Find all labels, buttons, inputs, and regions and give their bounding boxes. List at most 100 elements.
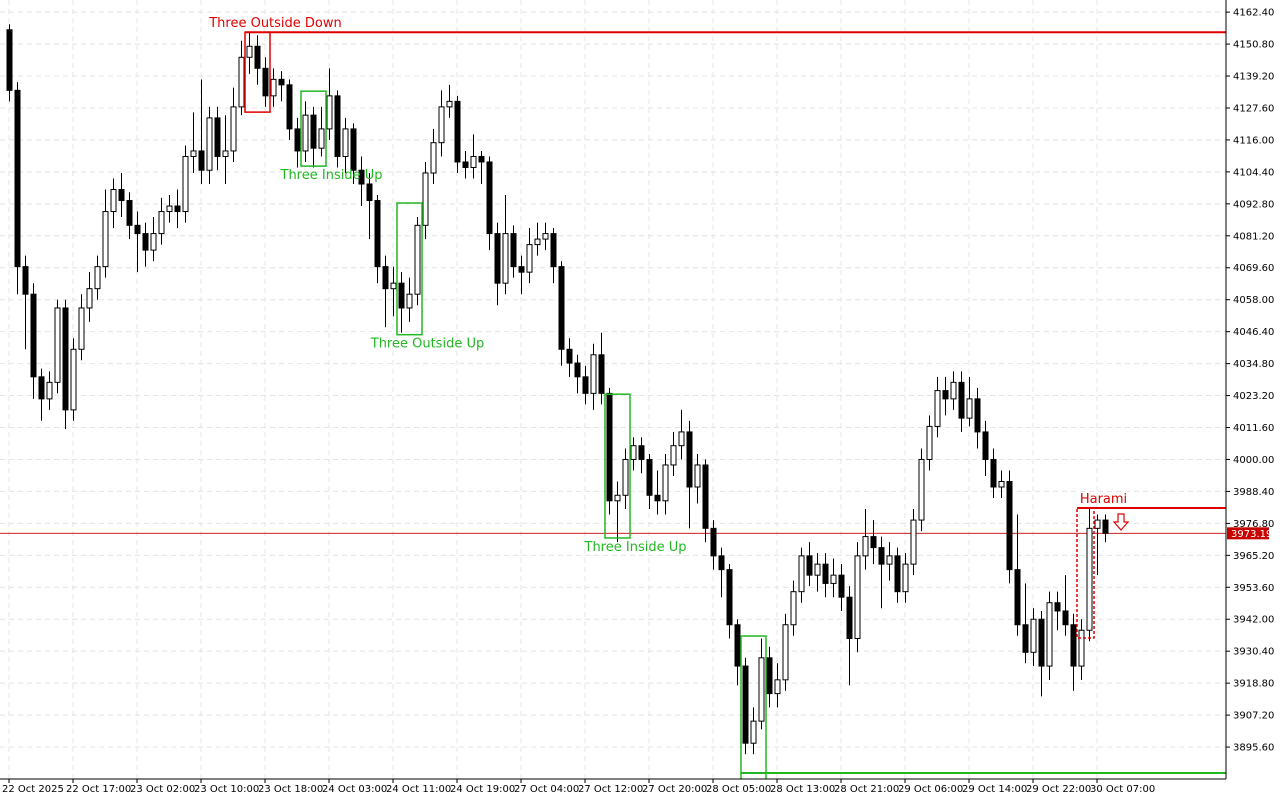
candle-body	[998, 481, 1005, 488]
candle-body	[854, 555, 861, 640]
candle-body	[382, 266, 389, 290]
pattern-box	[740, 635, 767, 779]
candle-body	[222, 150, 229, 157]
candle-body	[886, 555, 893, 565]
y-tick-label: 4104.40	[1233, 167, 1274, 178]
candle-body	[230, 106, 237, 152]
candle-body	[326, 95, 333, 130]
candle-body	[590, 354, 597, 394]
candle-body	[6, 29, 13, 91]
candle-body	[974, 398, 981, 433]
candle-body	[270, 78, 277, 97]
candle-body	[606, 392, 613, 502]
candle-body	[158, 211, 165, 235]
candle-body	[1022, 624, 1029, 653]
pattern-label: Three Outside Down	[208, 16, 342, 31]
candle-body	[790, 591, 797, 626]
candle-body	[510, 233, 517, 268]
candle-body	[310, 114, 317, 149]
candle-body	[438, 106, 445, 144]
candle-body	[806, 555, 813, 576]
sell-arrow	[1112, 513, 1130, 531]
pattern-box	[604, 393, 631, 539]
candle-body	[1054, 602, 1061, 612]
candle-body	[982, 431, 989, 460]
pattern-box	[396, 202, 423, 336]
candle-body	[342, 128, 349, 157]
x-tick-label: 29 Oct 06:00	[898, 784, 963, 795]
candle-body	[766, 657, 773, 695]
y-tick-label: 4139.20	[1233, 72, 1274, 83]
pattern-box	[1076, 507, 1095, 639]
y-tick-label: 4023.20	[1233, 391, 1274, 402]
candle-body	[582, 376, 589, 394]
x-tick-label: 27 Oct 20:00	[642, 784, 707, 795]
candle-body	[918, 458, 925, 521]
candle-body	[862, 536, 869, 557]
x-tick-label: 27 Oct 12:00	[578, 784, 643, 795]
candle-body	[190, 150, 197, 157]
candle-body	[110, 189, 117, 213]
y-tick-label: 3930.40	[1233, 647, 1274, 658]
candle-body	[294, 128, 301, 152]
candle-body	[502, 233, 509, 284]
pattern-label: Three Inside Up	[584, 540, 687, 555]
candle-body	[646, 458, 653, 496]
x-tick-label: 23 Oct 18:00	[258, 784, 323, 795]
candle-body	[182, 155, 189, 213]
candle-body	[358, 169, 365, 185]
candle-body	[38, 376, 45, 400]
candle-body	[446, 100, 453, 108]
candle-body	[550, 233, 557, 268]
candle-body	[86, 288, 93, 309]
candle-body	[398, 282, 405, 309]
candle-body	[846, 596, 853, 640]
candle-body	[62, 307, 69, 411]
candle-body	[1006, 481, 1013, 571]
current-price-tag: 3973.19	[1227, 527, 1272, 540]
candle-body	[566, 348, 573, 364]
x-tick-label: 24 Oct 11:00	[386, 784, 451, 795]
candle-body	[518, 266, 525, 273]
candle-body	[1038, 618, 1045, 667]
candle-body	[462, 161, 469, 168]
candle-body	[22, 266, 29, 295]
candle-body	[430, 142, 437, 174]
candle-body	[262, 67, 269, 97]
x-tick-label: 30 Oct 07:00	[1090, 784, 1155, 795]
candle-body	[278, 78, 285, 86]
candle-body	[542, 233, 549, 240]
candle-body	[942, 390, 949, 400]
candle-body	[1030, 618, 1037, 653]
candle-body	[1078, 629, 1085, 667]
candle-body	[454, 100, 461, 163]
candle-body	[318, 128, 325, 149]
candle-body	[422, 172, 429, 226]
x-tick-label: 23 Oct 02:00	[130, 784, 195, 795]
candle-body	[390, 282, 397, 290]
current-price-label: 3973.19	[1231, 529, 1272, 540]
candle-body	[718, 555, 725, 571]
candle-body	[558, 266, 565, 350]
candle-body	[470, 155, 477, 168]
y-tick-label: 3918.80	[1233, 679, 1274, 690]
y-tick-label: 4150.80	[1233, 40, 1274, 51]
current-price-box	[1227, 527, 1269, 540]
candle-body	[494, 233, 501, 284]
candle-body	[878, 547, 885, 565]
candle-body	[134, 224, 141, 235]
x-tick-label: 28 Oct 05:00	[706, 784, 771, 795]
candle-body	[694, 464, 701, 488]
candle-body	[54, 307, 61, 383]
candle-body	[838, 574, 845, 598]
candle-body	[782, 624, 789, 681]
candle-body	[302, 114, 309, 152]
y-tick-label: 4069.60	[1233, 263, 1274, 274]
candle-body	[678, 431, 685, 447]
candle-body	[630, 445, 637, 460]
candle-body	[654, 494, 661, 502]
candle-body	[894, 555, 901, 593]
candle-body	[686, 431, 693, 488]
candle-body	[374, 200, 381, 268]
